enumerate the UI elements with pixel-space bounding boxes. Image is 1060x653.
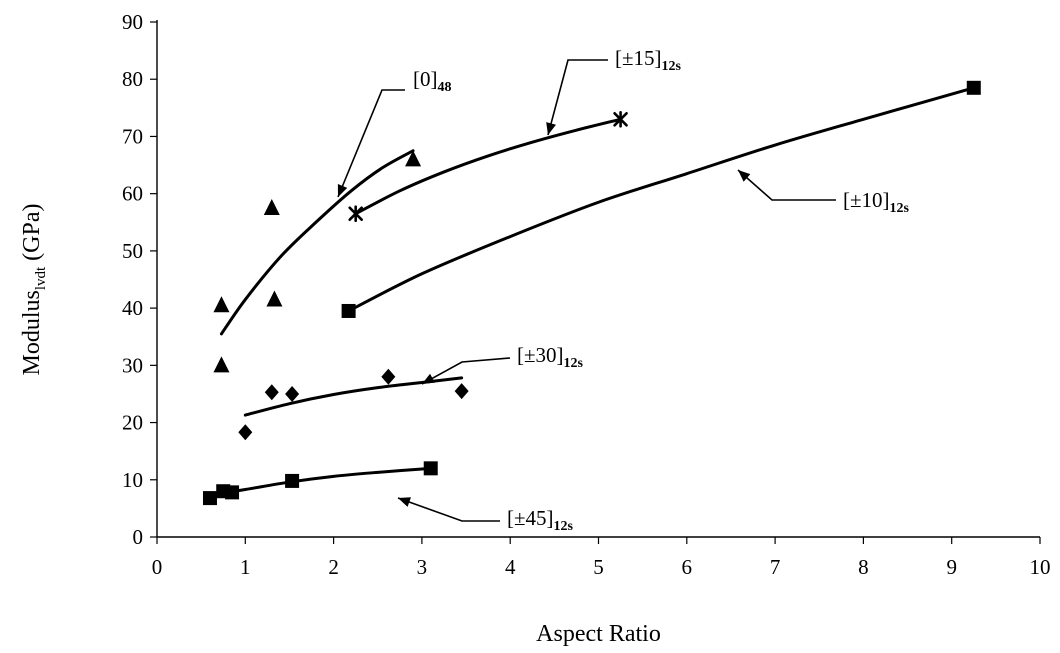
series-label-subscript: 12s bbox=[564, 356, 584, 371]
data-point-10-12s bbox=[966, 80, 981, 95]
data-point-30-12s bbox=[381, 368, 396, 385]
data-point-45-12s bbox=[225, 485, 240, 500]
y-tick-label: 80 bbox=[122, 67, 143, 91]
y-axis-title: Moduluslvdt (GPa) bbox=[19, 203, 49, 375]
series-label-main: [0] bbox=[413, 67, 438, 91]
x-tick-label: 5 bbox=[593, 555, 604, 579]
series-label-main: [±10] bbox=[843, 188, 890, 212]
arrowhead-30-12s bbox=[422, 373, 435, 384]
arrowhead-10-12s bbox=[738, 170, 751, 182]
series-label-45-12s: [±45]12s bbox=[507, 506, 574, 534]
data-point-45-12s bbox=[202, 491, 217, 506]
y-tick-label: 0 bbox=[133, 525, 144, 549]
y-tick-label: 10 bbox=[122, 468, 143, 492]
data-point-0-48 bbox=[266, 290, 283, 307]
series-label-subscript: 12s bbox=[662, 59, 682, 74]
arrowhead-15-12s bbox=[546, 122, 556, 135]
series-label-30-12s: [±30]12s bbox=[517, 343, 584, 371]
series-label-0-48: [0]48 bbox=[413, 67, 452, 95]
fit-line-0-48 bbox=[219, 149, 415, 336]
x-tick-label: 1 bbox=[240, 555, 251, 579]
fit-line-45-12s bbox=[208, 466, 433, 497]
y-tick-label: 30 bbox=[122, 353, 143, 377]
series-label-subscript: 12s bbox=[890, 201, 910, 216]
x-tick-label: 2 bbox=[328, 555, 339, 579]
fit-lines-group bbox=[208, 86, 976, 497]
axes-group: 0 10 20 30 40 50 60 70 80 90 0 1 2 3 4 5 6 7 8 9 10 Aspect Ra… bbox=[19, 10, 1051, 647]
annotations-group: [0]48[±15]12s[±10]12s[±30]12s[±45]12s bbox=[337, 46, 910, 534]
x-tick-label: 8 bbox=[858, 555, 869, 579]
series-label-main: [±15] bbox=[615, 46, 662, 70]
x-tick-label: 4 bbox=[505, 555, 516, 579]
y-tick-label: 20 bbox=[122, 411, 143, 435]
data-point-0-48 bbox=[405, 150, 422, 167]
x-tick-label: 10 bbox=[1030, 555, 1051, 579]
arrowhead-45-12s bbox=[398, 497, 411, 507]
data-point-45-12s bbox=[285, 473, 300, 488]
data-point-0-48 bbox=[263, 198, 280, 215]
data-point-0-48 bbox=[213, 296, 230, 313]
leader-line-15-12s bbox=[547, 59, 608, 136]
fit-line-30-12s bbox=[243, 376, 464, 417]
leader-line-10-12s bbox=[737, 169, 836, 201]
leader-line-0-48 bbox=[337, 89, 405, 198]
x-tick-label: 0 bbox=[152, 555, 163, 579]
y-tick-label: 90 bbox=[122, 10, 143, 34]
y-axis-title-subscript: lvdt bbox=[33, 266, 49, 290]
data-point-30-12s bbox=[285, 385, 300, 402]
arrowhead-0-48 bbox=[337, 184, 348, 197]
x-axis-title: Aspect Ratio bbox=[536, 621, 661, 647]
data-point-15-12s bbox=[348, 205, 363, 222]
series-label-main: [±45] bbox=[507, 506, 554, 530]
y-tick-label: 60 bbox=[122, 182, 143, 206]
leader-line-30-12s bbox=[421, 357, 511, 385]
x-tick-label: 7 bbox=[770, 555, 781, 579]
data-point-45-12s bbox=[423, 461, 438, 476]
data-point-0-48 bbox=[213, 356, 230, 373]
x-tick-label: 6 bbox=[682, 555, 693, 579]
data-point-15-12s bbox=[613, 110, 628, 128]
series-label-15-12s: [±15]12s bbox=[615, 46, 682, 74]
x-tick-label: 3 bbox=[417, 555, 428, 579]
x-tick-label: 9 bbox=[946, 555, 957, 579]
data-point-30-12s bbox=[454, 383, 469, 400]
data-markers-group bbox=[202, 80, 981, 506]
series-label-main: [±30] bbox=[517, 343, 564, 367]
data-point-30-12s bbox=[264, 384, 279, 401]
series-label-10-12s: [±10]12s bbox=[843, 188, 910, 216]
y-axis-title-main: Modulus bbox=[19, 290, 45, 375]
fit-line-10-12s bbox=[347, 86, 976, 313]
y-tick-label: 50 bbox=[122, 239, 143, 263]
y-tick-label: 70 bbox=[122, 124, 143, 148]
series-label-subscript: 48 bbox=[438, 80, 452, 95]
fit-line-15-12s bbox=[354, 117, 623, 216]
series-label-subscript: 12s bbox=[554, 519, 574, 534]
y-tick-label: 40 bbox=[122, 296, 143, 320]
data-point-10-12s bbox=[341, 303, 356, 318]
leader-line-45-12s bbox=[397, 497, 500, 522]
data-point-30-12s bbox=[238, 424, 253, 441]
y-axis-title-unit: (GPa) bbox=[19, 203, 45, 266]
